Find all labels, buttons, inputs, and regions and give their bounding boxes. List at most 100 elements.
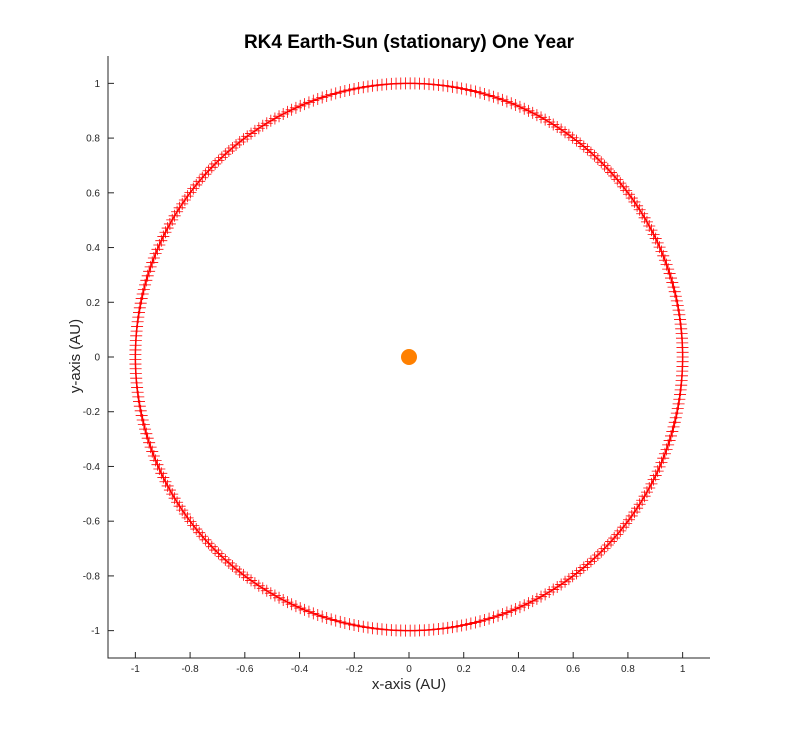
orbit-point-marker bbox=[474, 615, 487, 628]
orbit-point-marker bbox=[663, 434, 676, 447]
orbit-point-marker bbox=[591, 549, 604, 562]
orbit-point-marker bbox=[325, 88, 338, 101]
orbit-point-marker bbox=[357, 620, 370, 633]
orbit-point-marker bbox=[671, 299, 684, 312]
orbit-point-marker bbox=[130, 325, 143, 338]
orbit-point-marker bbox=[212, 547, 225, 560]
orbit-point-marker bbox=[343, 83, 356, 96]
orbit-point-marker bbox=[352, 82, 365, 95]
orbit-point-marker bbox=[658, 447, 671, 460]
orbit-point-marker bbox=[143, 436, 156, 449]
orbit-point-marker bbox=[672, 397, 685, 410]
orbit-point-marker bbox=[674, 318, 687, 331]
orbit-point-marker bbox=[325, 613, 338, 626]
orbit-point-marker bbox=[668, 416, 681, 429]
orbit-point-marker bbox=[437, 622, 450, 635]
orbit-point-marker bbox=[492, 609, 505, 622]
orbit-point-marker bbox=[366, 79, 379, 92]
orbit-point-marker bbox=[348, 82, 361, 95]
orbit-point-marker bbox=[320, 611, 333, 624]
orbit-point-marker bbox=[601, 163, 614, 175]
orbit-point-marker bbox=[591, 152, 604, 165]
orbit-point-marker bbox=[375, 78, 388, 91]
orbit-point-marker bbox=[134, 297, 147, 310]
orbit-point-marker bbox=[316, 91, 329, 104]
orbit-point-marker bbox=[132, 311, 145, 324]
orbit-point-marker bbox=[199, 533, 212, 546]
orbit-point-marker bbox=[137, 418, 150, 431]
orbit-point-marker bbox=[202, 537, 215, 550]
orbit-point-marker bbox=[605, 535, 618, 548]
x-tick-label: 0.4 bbox=[512, 664, 526, 675]
plot-axes bbox=[107, 56, 710, 659]
orbit-point-marker bbox=[451, 81, 464, 94]
orbit-point-marker bbox=[598, 542, 611, 555]
orbit-point-marker bbox=[219, 148, 232, 161]
orbit-point-marker bbox=[665, 429, 677, 442]
orbit-point-marker bbox=[380, 78, 393, 91]
orbit-point-marker bbox=[137, 283, 150, 296]
orbit-point-marker bbox=[133, 395, 146, 408]
orbit-point-marker bbox=[608, 169, 621, 182]
orbit-point-marker bbox=[131, 381, 144, 394]
orbit-point-marker bbox=[674, 313, 687, 326]
orbit-point-marker bbox=[352, 619, 365, 632]
orbit-point-marker bbox=[334, 86, 347, 99]
orbit-point-marker bbox=[146, 256, 159, 269]
orbit-point-marker bbox=[357, 81, 370, 94]
orbit-point-marker bbox=[598, 159, 611, 172]
orbit-point-marker bbox=[581, 143, 594, 156]
orbit-point-marker bbox=[674, 383, 687, 396]
orbit-point-marker bbox=[474, 86, 487, 99]
orbit-point-marker bbox=[136, 287, 149, 300]
orbit-point-marker bbox=[143, 265, 156, 278]
orbit-point-marker bbox=[668, 285, 681, 298]
orbit-point-marker bbox=[366, 622, 379, 635]
orbit-point-marker bbox=[205, 161, 218, 174]
x-tick-label: 0.2 bbox=[457, 664, 471, 675]
orbit-point-marker bbox=[135, 409, 148, 422]
orbit-point-marker bbox=[595, 156, 608, 169]
orbit-point-marker bbox=[584, 146, 597, 159]
orbit-point-marker bbox=[669, 290, 682, 303]
y-tick-label: -0.2 bbox=[83, 407, 101, 418]
orbit-point-marker bbox=[673, 393, 686, 406]
orbit-point-marker bbox=[674, 388, 687, 401]
orbit-point-marker bbox=[441, 621, 454, 634]
orbit-point-marker bbox=[196, 530, 209, 543]
orbit-point-marker bbox=[581, 558, 594, 571]
orbit-point-marker bbox=[469, 616, 482, 629]
orbit-point-marker bbox=[371, 79, 384, 92]
orbit-point-marker bbox=[675, 327, 688, 340]
orbit-point-marker bbox=[136, 414, 149, 427]
sun-series bbox=[401, 349, 417, 365]
orbit-point-marker bbox=[595, 545, 608, 558]
orbit-point-marker bbox=[209, 157, 222, 170]
orbit-point-marker bbox=[666, 425, 679, 438]
orbit-point-marker bbox=[446, 80, 459, 93]
orbit-point-marker bbox=[464, 617, 477, 630]
orbit-point-marker bbox=[451, 620, 464, 633]
orbit-point-marker bbox=[140, 274, 153, 287]
axis-lines bbox=[107, 56, 710, 659]
orbit-point-marker bbox=[131, 386, 144, 399]
orbit-point-marker bbox=[464, 84, 477, 97]
orbit-point-marker bbox=[329, 87, 342, 100]
orbit-point-marker bbox=[329, 614, 342, 627]
x-tick-label: -0.6 bbox=[236, 664, 254, 675]
orbit-point-marker bbox=[316, 610, 329, 623]
orbit-point-marker bbox=[320, 90, 333, 103]
orbit-point-marker bbox=[496, 93, 509, 106]
x-tick-label: -0.2 bbox=[346, 664, 364, 675]
orbit-point-marker bbox=[131, 320, 144, 333]
orbit-point-marker bbox=[608, 532, 621, 545]
x-axis-label: x-axis (AU) bbox=[372, 676, 446, 693]
y-tick-label: -1 bbox=[91, 626, 100, 637]
orbit-point-marker bbox=[371, 622, 384, 635]
orbit-point-marker bbox=[432, 78, 445, 91]
orbit-point-marker bbox=[140, 427, 153, 440]
orbit-point-marker bbox=[338, 617, 351, 630]
orbit-point-marker bbox=[212, 154, 225, 167]
orbit-point-marker bbox=[667, 420, 680, 433]
